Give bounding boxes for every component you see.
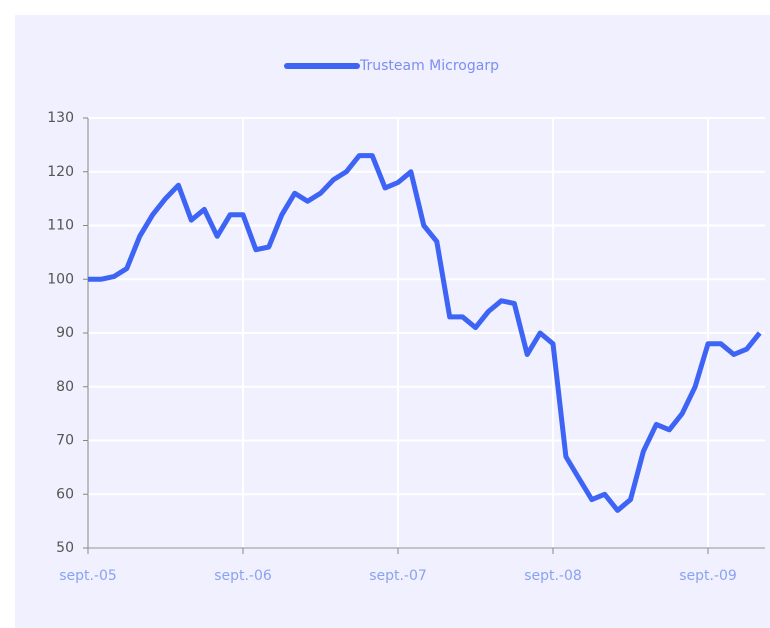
x-tick-label: sept.-05 <box>59 568 117 584</box>
y-tick-label: 110 <box>47 218 74 234</box>
x-tick-label: sept.-07 <box>369 568 427 584</box>
y-tick-label: 90 <box>56 325 74 341</box>
y-tick-label: 60 <box>56 486 74 502</box>
chart-background <box>15 15 770 628</box>
y-tick-label: 130 <box>47 110 74 126</box>
y-tick-label: 70 <box>56 433 74 449</box>
x-tick-label: sept.-09 <box>679 568 737 584</box>
line-series <box>88 153 762 513</box>
y-tick-label: 80 <box>56 379 74 395</box>
y-tick-label: 120 <box>47 164 74 180</box>
x-tick-label: sept.-08 <box>524 568 582 584</box>
legend-label: Trusteam Microgarp <box>359 58 499 74</box>
x-tick-label: sept.-06 <box>214 568 272 584</box>
y-tick-label: 50 <box>56 540 74 556</box>
y-tick-label: 100 <box>47 271 74 287</box>
